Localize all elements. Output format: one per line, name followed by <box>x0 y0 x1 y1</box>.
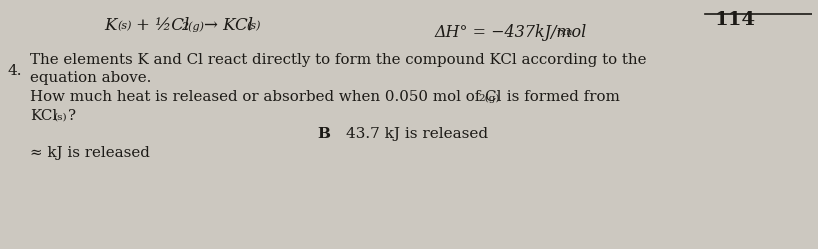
Text: B: B <box>317 127 330 141</box>
Text: 2(g): 2(g) <box>181 21 204 32</box>
Text: 4.: 4. <box>8 64 22 78</box>
Text: (s): (s) <box>54 113 67 122</box>
Text: + ½Cl: + ½Cl <box>136 17 190 34</box>
Text: equation above.: equation above. <box>29 71 151 85</box>
Text: → KCl: → KCl <box>204 17 253 34</box>
Text: (s): (s) <box>117 21 132 31</box>
Text: ?: ? <box>68 109 75 123</box>
Text: ≈ kJ is released: ≈ kJ is released <box>29 146 150 160</box>
Text: is formed from: is formed from <box>502 90 620 104</box>
Text: (s): (s) <box>246 21 261 31</box>
Text: rxn: rxn <box>556 28 573 37</box>
Text: The elements K and Cl react directly to form the compound KCl according to the: The elements K and Cl react directly to … <box>29 53 646 67</box>
Text: ΔH° = −437kJ/mol: ΔH° = −437kJ/mol <box>435 24 587 41</box>
Text: K: K <box>104 17 117 34</box>
Text: 43.7 kJ is released: 43.7 kJ is released <box>345 127 488 141</box>
Text: How much heat is released or absorbed when 0.050 mol of Cl: How much heat is released or absorbed wh… <box>29 90 501 104</box>
Text: KCl: KCl <box>29 109 57 123</box>
Text: 2(g): 2(g) <box>479 94 500 103</box>
Text: 114: 114 <box>715 11 756 29</box>
